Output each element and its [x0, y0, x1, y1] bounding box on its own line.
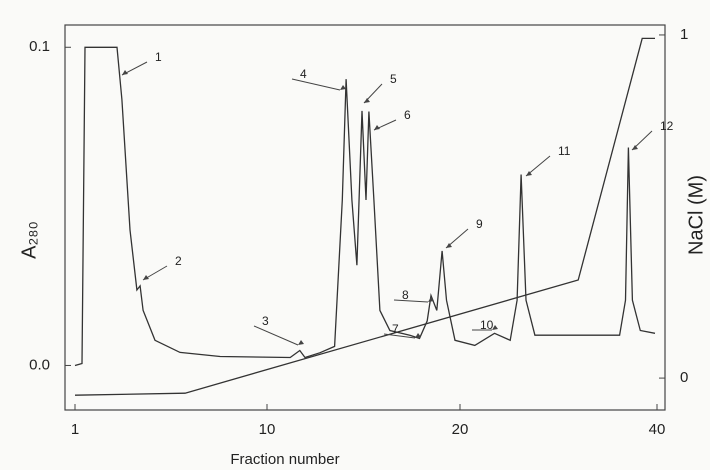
peak-label: 3 [262, 314, 269, 328]
arrow-head [526, 171, 532, 176]
peak-label: 4 [300, 67, 307, 81]
peak-label: 8 [402, 288, 409, 302]
annotation-arrow [253, 325, 299, 346]
peak-label: 6 [404, 108, 411, 122]
y-tick-label: 0.0 [29, 356, 50, 373]
arrow-head [374, 125, 380, 130]
series-line [74, 46, 656, 367]
arrow-head [298, 340, 304, 345]
peak-label: 11 [558, 144, 571, 158]
arrow-head [492, 325, 498, 330]
arrow-head [446, 243, 452, 248]
peak-label: 2 [175, 254, 182, 268]
y2-axis-label: NaCl (M) [685, 175, 707, 255]
series-line [74, 37, 655, 396]
peak-label: 5 [390, 72, 397, 86]
peak-label: 1 [155, 50, 162, 64]
arrow-head [632, 145, 638, 150]
x-tick-label: 20 [452, 421, 469, 438]
peak-label: 12 [660, 119, 674, 133]
annotation-arrow [383, 333, 416, 339]
x-tick-label: 10 [259, 421, 276, 438]
arrow-head [143, 275, 149, 280]
peak-label: 10 [480, 318, 494, 332]
peak-label: 7 [392, 322, 399, 336]
arrow-head [340, 85, 346, 90]
arrow-head [364, 98, 370, 103]
x-tick-label: 1 [71, 421, 79, 438]
y2-tick-label: 1 [680, 26, 688, 43]
y-axis-label: A₂₈₀ [18, 221, 40, 259]
arrow-head [428, 297, 434, 302]
y-tick-label: 0.1 [29, 38, 50, 55]
peak-label: 9 [476, 217, 483, 231]
plot-frame [64, 24, 666, 411]
annotation-arrow [291, 78, 341, 91]
arrow-head [415, 333, 421, 338]
x-tick-label: 40 [649, 421, 666, 438]
x-axis-label: Fraction number [230, 451, 339, 468]
arrow-head [122, 70, 128, 75]
y2-tick-label: 0 [680, 369, 688, 386]
annotation-arrow [393, 299, 429, 303]
